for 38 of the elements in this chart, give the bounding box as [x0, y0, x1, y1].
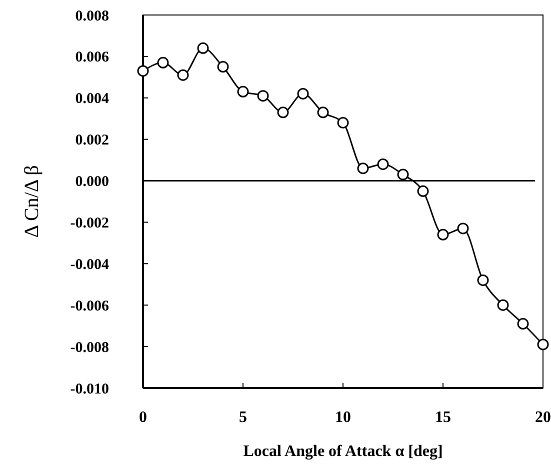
y-tick-label: 0.004: [75, 91, 110, 108]
point: [217, 61, 229, 73]
y-tick-label: 0.000: [75, 174, 109, 190]
y-tick-label: -0.008: [70, 340, 109, 356]
x-axis-title: Local Angle of Attack α [deg]: [243, 443, 443, 460]
point: [517, 318, 529, 330]
point: [477, 274, 489, 286]
point: [357, 162, 369, 174]
x-tick-label: 15: [435, 409, 451, 426]
point: [437, 228, 449, 240]
y-axis-title: Δ Cn/Δ β: [21, 165, 43, 238]
point: [337, 117, 349, 129]
x-tick-label: 20: [535, 409, 551, 426]
point: [317, 106, 329, 118]
y-tick-label: -0.002: [70, 215, 109, 232]
x-tick-label: 10: [335, 409, 351, 426]
point: [457, 222, 469, 234]
point: [157, 56, 169, 68]
y-tick-label: -0.004: [70, 256, 110, 273]
point: [197, 42, 209, 54]
point: [137, 65, 149, 77]
point: [497, 299, 509, 311]
point: [297, 88, 309, 100]
point: [237, 86, 249, 98]
point: [277, 106, 289, 118]
point: [177, 69, 189, 81]
y-tick-label: 0.002: [75, 132, 109, 149]
y-tick-label: 0.006: [75, 50, 110, 66]
point: [537, 338, 549, 350]
point: [397, 168, 409, 180]
y-tick-label: -0.006: [70, 298, 110, 314]
point: [257, 90, 269, 102]
y-tick-label: -0.010: [70, 381, 109, 398]
y-tick-label: 0.008: [75, 8, 109, 24]
point: [377, 158, 389, 170]
point: [417, 185, 429, 197]
x-tick-label: 5: [239, 409, 247, 426]
x-tick-label: 0: [139, 409, 147, 426]
